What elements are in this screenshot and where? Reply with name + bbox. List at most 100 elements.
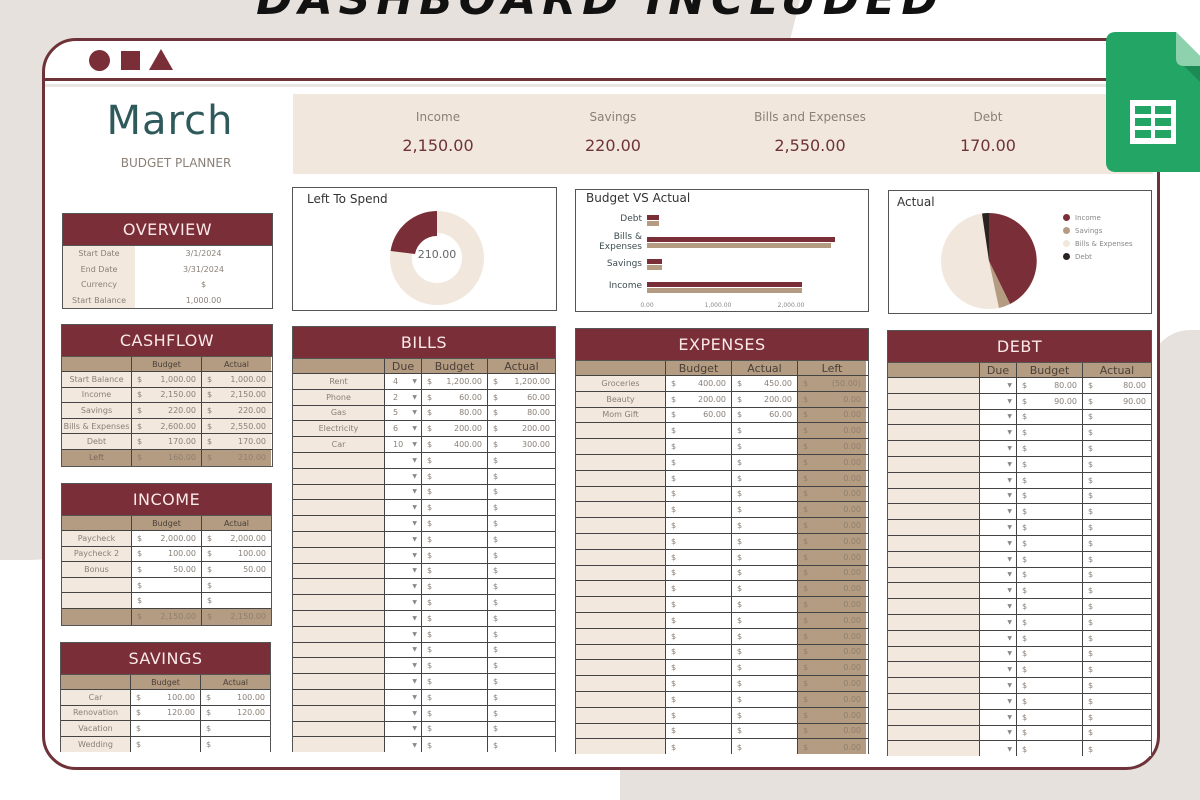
dropdown-caret-icon[interactable]: ▼ <box>1007 713 1012 721</box>
budget-cell[interactable]: $ <box>1017 425 1083 441</box>
budget-cell[interactable]: $ <box>132 577 202 593</box>
actual-cell[interactable]: $ <box>488 610 555 626</box>
dropdown-caret-icon[interactable]: ▼ <box>1007 745 1012 753</box>
due-day-dropdown[interactable]: ▼ <box>980 599 1017 614</box>
budget-cell[interactable]: $ <box>666 454 732 470</box>
dropdown-caret-icon[interactable]: ▼ <box>412 725 417 733</box>
actual-cell[interactable]: $ <box>1083 504 1151 520</box>
left-cell[interactable]: $0.00 <box>798 612 866 628</box>
budget-cell[interactable]: $ <box>422 658 488 674</box>
actual-cell[interactable]: $300.00 <box>488 437 555 452</box>
budget-cell[interactable]: $1,000.00 <box>132 372 202 387</box>
actual-cell[interactable]: $ <box>732 644 798 660</box>
bill-name-cell[interactable] <box>293 500 385 516</box>
actual-cell[interactable]: $ <box>488 595 555 610</box>
row-label[interactable]: Bills & Expenses <box>62 418 132 434</box>
expense-name-cell[interactable] <box>576 454 666 470</box>
row-label[interactable]: Car <box>61 690 131 705</box>
budget-cell[interactable]: $ <box>131 736 201 752</box>
row-label[interactable] <box>62 593 132 608</box>
debt-name-cell[interactable] <box>888 456 980 472</box>
budget-cell[interactable]: $220.00 <box>132 403 202 418</box>
due-day-dropdown[interactable]: ▼ <box>385 452 422 468</box>
bill-name-cell[interactable]: Rent <box>293 374 385 389</box>
budget-cell[interactable]: $ <box>666 565 732 581</box>
budget-cell[interactable]: $ <box>666 723 732 739</box>
actual-cell[interactable]: $ <box>488 531 555 547</box>
budget-cell[interactable]: $ <box>666 739 732 754</box>
actual-cell[interactable]: $ <box>1083 551 1151 567</box>
bill-name-cell[interactable] <box>293 721 385 737</box>
debt-name-cell[interactable] <box>888 378 980 393</box>
actual-cell[interactable]: $ <box>732 423 798 439</box>
dropdown-caret-icon[interactable]: ▼ <box>412 583 417 591</box>
dropdown-caret-icon[interactable]: ▼ <box>412 646 417 654</box>
budget-cell[interactable]: $ <box>666 439 732 454</box>
due-day-dropdown[interactable]: ▼ <box>980 456 1017 472</box>
expense-name-cell[interactable] <box>576 470 666 486</box>
budget-cell[interactable]: $ <box>1017 567 1083 583</box>
debt-name-cell[interactable] <box>888 741 980 756</box>
actual-cell[interactable]: $ <box>201 721 270 736</box>
actual-cell[interactable]: $ <box>488 721 555 737</box>
dropdown-caret-icon[interactable]: ▼ <box>412 409 417 417</box>
budget-cell[interactable]: $ <box>422 468 488 484</box>
due-day-dropdown[interactable]: ▼ <box>980 488 1017 504</box>
left-cell[interactable]: $0.00 <box>798 739 866 754</box>
debt-name-cell[interactable] <box>888 441 980 456</box>
actual-cell[interactable]: $ <box>1083 567 1151 583</box>
expense-name-cell[interactable] <box>576 518 666 533</box>
due-day-dropdown[interactable]: 4 ▼ <box>385 374 422 389</box>
budget-cell[interactable]: $ <box>422 721 488 737</box>
bill-name-cell[interactable] <box>293 595 385 610</box>
row-label[interactable]: Renovation <box>61 705 131 721</box>
left-cell[interactable]: $0.00 <box>798 533 866 549</box>
left-cell[interactable]: $0.00 <box>798 502 866 518</box>
actual-cell[interactable]: $ <box>488 500 555 516</box>
debt-name-cell[interactable] <box>888 646 980 662</box>
dropdown-caret-icon[interactable]: ▼ <box>1007 650 1012 658</box>
actual-cell[interactable]: $ <box>732 581 798 597</box>
dropdown-caret-icon[interactable]: ▼ <box>1007 587 1012 595</box>
due-day-dropdown[interactable]: ▼ <box>980 551 1017 567</box>
debt-name-cell[interactable] <box>888 725 980 741</box>
dropdown-caret-icon[interactable]: ▼ <box>412 709 417 717</box>
actual-cell[interactable]: $ <box>488 737 555 752</box>
due-day-dropdown[interactable]: ▼ <box>980 409 1017 425</box>
actual-cell[interactable]: $ <box>732 533 798 549</box>
actual-cell[interactable]: $ <box>732 439 798 454</box>
actual-cell[interactable]: $ <box>1083 693 1151 709</box>
actual-cell[interactable]: $ <box>1083 520 1151 535</box>
budget-cell[interactable]: $80.00 <box>422 405 488 421</box>
left-cell[interactable]: $0.00 <box>798 707 866 723</box>
expense-name-cell[interactable] <box>576 423 666 439</box>
actual-cell[interactable]: $ <box>1083 662 1151 678</box>
due-day-dropdown[interactable]: ▼ <box>980 567 1017 583</box>
debt-name-cell[interactable] <box>888 709 980 725</box>
expense-name-cell[interactable] <box>576 691 666 707</box>
actual-cell[interactable]: $ <box>1083 441 1151 456</box>
due-day-dropdown[interactable]: ▼ <box>385 484 422 500</box>
expense-name-cell[interactable] <box>576 739 666 754</box>
left-cell[interactable]: $0.00 <box>798 486 866 502</box>
budget-cell[interactable]: $ <box>1017 456 1083 472</box>
actual-cell[interactable]: $ <box>1083 741 1151 756</box>
dropdown-caret-icon[interactable]: ▼ <box>412 425 417 433</box>
budget-cell[interactable]: $ <box>666 470 732 486</box>
total-budget-cell[interactable]: $2,150.00 <box>132 608 202 625</box>
budget-cell[interactable]: $ <box>1017 488 1083 504</box>
dropdown-caret-icon[interactable]: ▼ <box>412 441 417 449</box>
budget-cell[interactable]: $ <box>422 737 488 752</box>
expense-name-cell[interactable] <box>576 644 666 660</box>
expense-name-cell[interactable] <box>576 628 666 644</box>
budget-cell[interactable]: $170.00 <box>132 434 202 449</box>
dropdown-caret-icon[interactable]: ▼ <box>412 393 417 401</box>
actual-cell[interactable]: $ <box>1083 630 1151 646</box>
due-day-dropdown[interactable]: ▼ <box>980 393 1017 409</box>
actual-cell[interactable]: $2,550.00 <box>202 418 271 434</box>
dropdown-caret-icon[interactable]: ▼ <box>1007 381 1012 389</box>
left-cell[interactable]: $0.00 <box>798 581 866 597</box>
bill-name-cell[interactable] <box>293 531 385 547</box>
actual-cell[interactable]: $ <box>1083 456 1151 472</box>
left-cell[interactable]: $0.00 <box>798 723 866 739</box>
